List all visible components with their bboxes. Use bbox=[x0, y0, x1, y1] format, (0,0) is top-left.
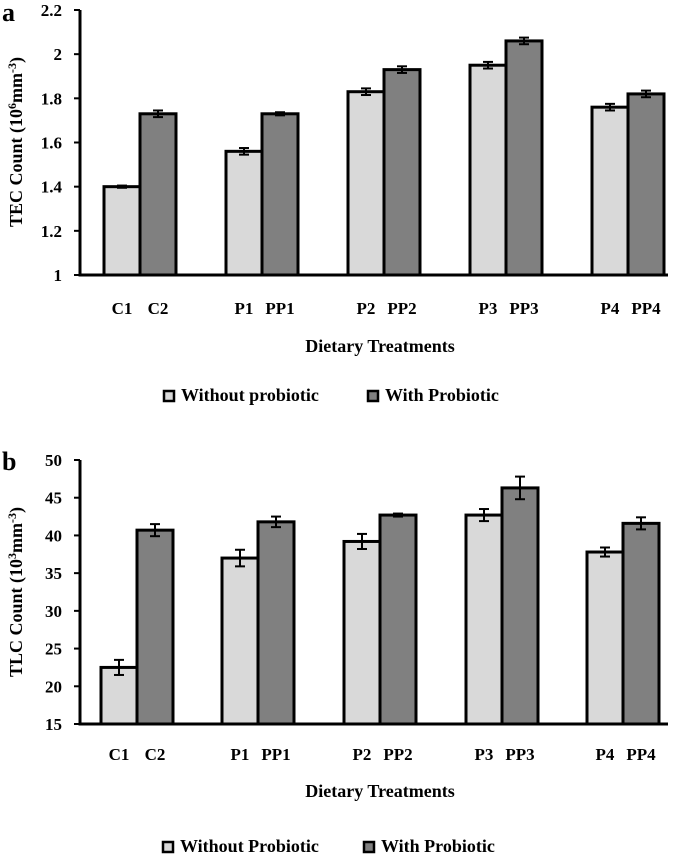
category-label: PP4 bbox=[631, 299, 661, 318]
category-label: C1 bbox=[109, 745, 130, 764]
bar bbox=[342, 539, 382, 726]
bar bbox=[220, 556, 260, 726]
y-axis-title: TEC Count (106mm-3) bbox=[5, 57, 27, 227]
y-tick-label: 2 bbox=[54, 45, 63, 64]
category-label: PP2 bbox=[383, 745, 412, 764]
y-axis-title-part: ) bbox=[6, 507, 27, 513]
category-label: PP4 bbox=[626, 745, 656, 764]
y-axis-title: TLC Count (103mm-3) bbox=[5, 507, 27, 677]
y-tick-label: 30 bbox=[45, 602, 62, 621]
bar bbox=[500, 486, 540, 726]
category-label: C2 bbox=[145, 745, 166, 764]
legend-label: Without Probiotic bbox=[180, 836, 319, 856]
bar bbox=[382, 68, 422, 277]
bar bbox=[346, 90, 386, 277]
category-label: PP1 bbox=[261, 745, 290, 764]
bar bbox=[135, 528, 175, 726]
bar bbox=[621, 521, 661, 726]
bar bbox=[102, 185, 142, 277]
y-axis-title-part: mm bbox=[6, 523, 26, 553]
y-axis-title-part: mm bbox=[6, 73, 26, 103]
y-tick-label: 40 bbox=[45, 526, 62, 545]
y-axis-title-superscript: -3 bbox=[5, 513, 19, 523]
bar bbox=[504, 39, 544, 277]
category-label: P2 bbox=[353, 745, 372, 764]
category-label: P3 bbox=[475, 745, 494, 764]
y-tick-label: 2.2 bbox=[41, 1, 62, 20]
category-label: C2 bbox=[148, 299, 169, 318]
y-tick-label: 25 bbox=[45, 640, 62, 659]
y-axis-title-part: ) bbox=[6, 57, 27, 63]
y-tick-label: 1.2 bbox=[41, 222, 62, 241]
category-label: P4 bbox=[596, 745, 615, 764]
legend-swatch bbox=[366, 389, 380, 403]
y-tick-label: 20 bbox=[45, 677, 62, 696]
chart-panel-a: a 1 1.2 1.4 1.6 1.8 2 2.2 C1 C2 P1 PP1 P2 PP2 P3 PP3 P4 P… bbox=[2, 0, 668, 405]
y-axis-title-superscript: -3 bbox=[5, 63, 19, 73]
panel-label: a bbox=[2, 0, 15, 27]
bar bbox=[626, 92, 666, 277]
category-label: PP1 bbox=[265, 299, 294, 318]
category-label: P1 bbox=[231, 745, 250, 764]
bar bbox=[224, 149, 264, 277]
y-tick-label: 1.8 bbox=[41, 89, 62, 108]
legend-label: Without probiotic bbox=[181, 385, 319, 405]
category-label: PP2 bbox=[387, 299, 416, 318]
legend-swatch bbox=[362, 840, 376, 854]
bar bbox=[99, 665, 139, 726]
category-label: PP3 bbox=[509, 299, 538, 318]
y-axis-title-part: TEC Count (10 bbox=[6, 109, 27, 227]
y-tick-label: 1.4 bbox=[41, 178, 63, 197]
x-axis-title: Dietary Treatments bbox=[305, 336, 454, 356]
y-axis-title-superscript: 3 bbox=[5, 553, 19, 559]
legend-label: With Probiotic bbox=[385, 385, 499, 405]
category-label: P2 bbox=[357, 299, 376, 318]
x-axis-title: Dietary Treatments bbox=[305, 781, 454, 801]
y-axis-title-part: TLC Count (10 bbox=[6, 559, 27, 677]
legend-swatch bbox=[161, 840, 175, 854]
bar bbox=[138, 112, 178, 277]
y-tick-label: 45 bbox=[45, 489, 62, 508]
chart-panel-b: b 15 20 25 30 35 40 45 50 C1 C2 P1 PP1 P2 PP2 P3 PP3 P4 PP… bbox=[2, 447, 668, 856]
category-label: PP3 bbox=[505, 745, 534, 764]
bar bbox=[260, 112, 300, 277]
legend-label: With Probiotic bbox=[381, 836, 495, 856]
legend-swatch bbox=[162, 389, 176, 403]
y-axis-title-superscript: 6 bbox=[5, 103, 19, 109]
category-label: P1 bbox=[235, 299, 254, 318]
category-label: P4 bbox=[601, 299, 620, 318]
bar bbox=[468, 63, 508, 277]
bar bbox=[464, 513, 504, 726]
y-tick-label: 1 bbox=[54, 266, 63, 285]
category-label: C1 bbox=[112, 299, 133, 318]
bar bbox=[256, 520, 296, 726]
y-tick-label: 50 bbox=[45, 451, 62, 470]
y-tick-label: 15 bbox=[45, 715, 62, 734]
bar bbox=[585, 550, 625, 726]
y-tick-label: 1.6 bbox=[41, 134, 62, 153]
bar bbox=[590, 105, 630, 277]
bar bbox=[378, 513, 418, 726]
y-tick-label: 35 bbox=[45, 564, 62, 583]
panel-label: b bbox=[2, 447, 16, 476]
category-label: P3 bbox=[479, 299, 498, 318]
